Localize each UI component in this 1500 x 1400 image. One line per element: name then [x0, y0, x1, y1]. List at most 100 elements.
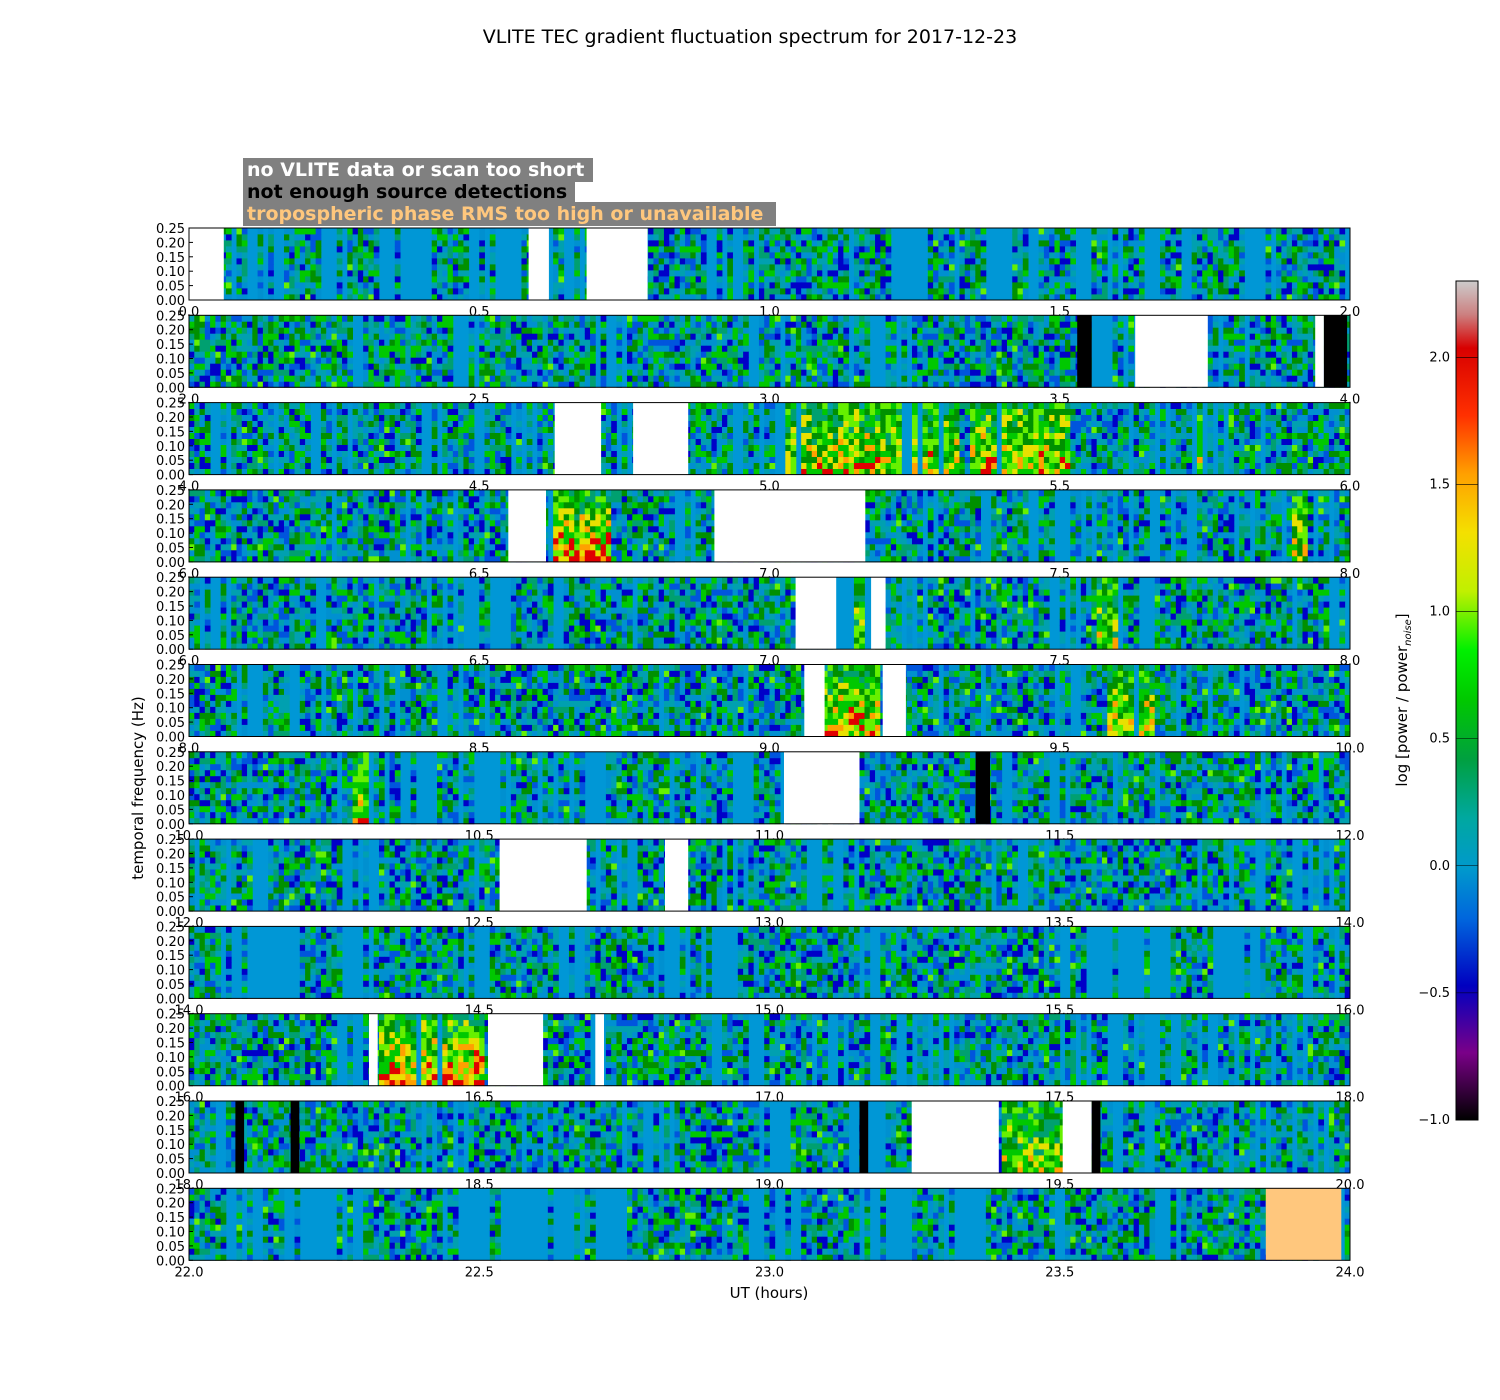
heatmap-cell: [448, 246, 454, 252]
heatmap-cell: [822, 228, 828, 234]
heatmap-cell: [717, 321, 723, 327]
heatmap-cell: [949, 375, 955, 381]
heatmap-cell: [996, 363, 1002, 369]
heatmap-cell: [527, 357, 533, 363]
heatmap-cell: [864, 339, 870, 345]
heatmap-cell: [806, 288, 812, 294]
heatmap-cell: [901, 321, 907, 327]
heatmap-cell: [1255, 363, 1261, 369]
heatmap-cell: [696, 228, 702, 234]
heatmap-cell: [1134, 270, 1140, 276]
heatmap-cell: [442, 270, 448, 276]
heatmap-cell: [437, 240, 443, 246]
heatmap-cell: [1033, 369, 1039, 375]
heatmap-cell: [738, 363, 744, 369]
heatmap-cell: [1192, 288, 1198, 294]
heatmap-cell: [300, 363, 306, 369]
heatmap-cell: [247, 463, 253, 469]
y-tick-label: 0.20: [156, 324, 185, 339]
heatmap-cell: [458, 246, 464, 252]
heatmap-cell: [859, 357, 865, 363]
heatmap-cell: [1202, 240, 1208, 246]
heatmap-cell: [1070, 240, 1076, 246]
heatmap-cell: [638, 363, 644, 369]
heatmap-cell: [247, 351, 253, 357]
heatmap-cell: [1113, 252, 1119, 258]
heatmap-cell: [864, 258, 870, 264]
heatmap-cell: [458, 276, 464, 282]
heatmap-cell: [226, 234, 232, 240]
heatmap-cell: [806, 264, 812, 270]
heatmap-cell: [1276, 264, 1282, 270]
heatmap-cell: [764, 294, 770, 300]
heatmap-cell: [638, 339, 644, 345]
heatmap-cell: [342, 327, 348, 333]
heatmap-cell: [828, 240, 834, 246]
heatmap-cell: [205, 357, 211, 363]
heatmap-cell: [828, 357, 834, 363]
heatmap-cell: [1091, 258, 1097, 264]
heatmap-cell: [996, 333, 1002, 339]
heatmap-cell: [659, 228, 665, 234]
heatmap-cell: [843, 282, 849, 288]
heatmap-cell: [933, 321, 939, 327]
heatmap-cell: [194, 333, 200, 339]
heatmap-cell: [711, 327, 717, 333]
heatmap-cell: [1128, 357, 1134, 363]
heatmap-cell: [743, 288, 749, 294]
heatmap-cell: [796, 369, 802, 375]
heatmap-cell: [237, 369, 243, 375]
heatmap-cell: [453, 264, 459, 270]
heatmap-cell: [1128, 321, 1134, 327]
heatmap-cell: [648, 315, 654, 321]
heatmap-cell: [1113, 345, 1119, 351]
heatmap-cell: [442, 264, 448, 270]
heatmap-cell: [553, 375, 559, 381]
heatmap-cell: [875, 282, 881, 288]
heatmap-cell: [279, 381, 285, 387]
heatmap-cell: [189, 403, 195, 409]
heatmap-cell: [965, 363, 971, 369]
heatmap-cell: [806, 357, 812, 363]
heatmap-cell: [368, 451, 374, 457]
heatmap-cell: [194, 351, 200, 357]
heatmap-cell: [859, 363, 865, 369]
heatmap-cell: [770, 270, 776, 276]
heatmap-cell: [368, 234, 374, 240]
heatmap-cell: [374, 357, 380, 363]
heatmap-cell: [791, 288, 797, 294]
heatmap-cell: [785, 363, 791, 369]
heatmap-cell: [453, 252, 459, 258]
heatmap-cell: [944, 375, 950, 381]
heatmap-cell: [785, 369, 791, 375]
heatmap-cell: [1054, 345, 1060, 351]
heatmap-cell: [1007, 369, 1013, 375]
heatmap-cell: [833, 228, 839, 234]
heatmap-cell: [479, 363, 485, 369]
heatmap-cell: [442, 345, 448, 351]
heatmap-cell: [310, 339, 316, 345]
heatmap-cell: [411, 381, 417, 387]
heatmap-cell: [1060, 381, 1066, 387]
heatmap-cell: [543, 321, 549, 327]
heatmap-cell: [912, 375, 918, 381]
heatmap-cell: [358, 258, 364, 264]
heatmap-cell: [1234, 315, 1240, 321]
heatmap-cell: [981, 294, 987, 300]
heatmap-cell: [796, 258, 802, 264]
heatmap-cell: [664, 357, 670, 363]
heatmap-cell: [284, 270, 290, 276]
heatmap-cell: [268, 415, 274, 421]
heatmap-cell: [791, 315, 797, 321]
heatmap-cell: [1202, 282, 1208, 288]
heatmap-cell: [949, 282, 955, 288]
heatmap-cell: [1213, 246, 1219, 252]
heatmap-cell: [653, 288, 659, 294]
heatmap-cell: [305, 333, 311, 339]
heatmap-cell: [479, 345, 485, 351]
heatmap-cell: [189, 333, 195, 339]
heatmap-cell: [337, 252, 343, 258]
heatmap-cell: [537, 381, 543, 387]
heatmap-cell: [711, 321, 717, 327]
heatmap-cell: [864, 276, 870, 282]
